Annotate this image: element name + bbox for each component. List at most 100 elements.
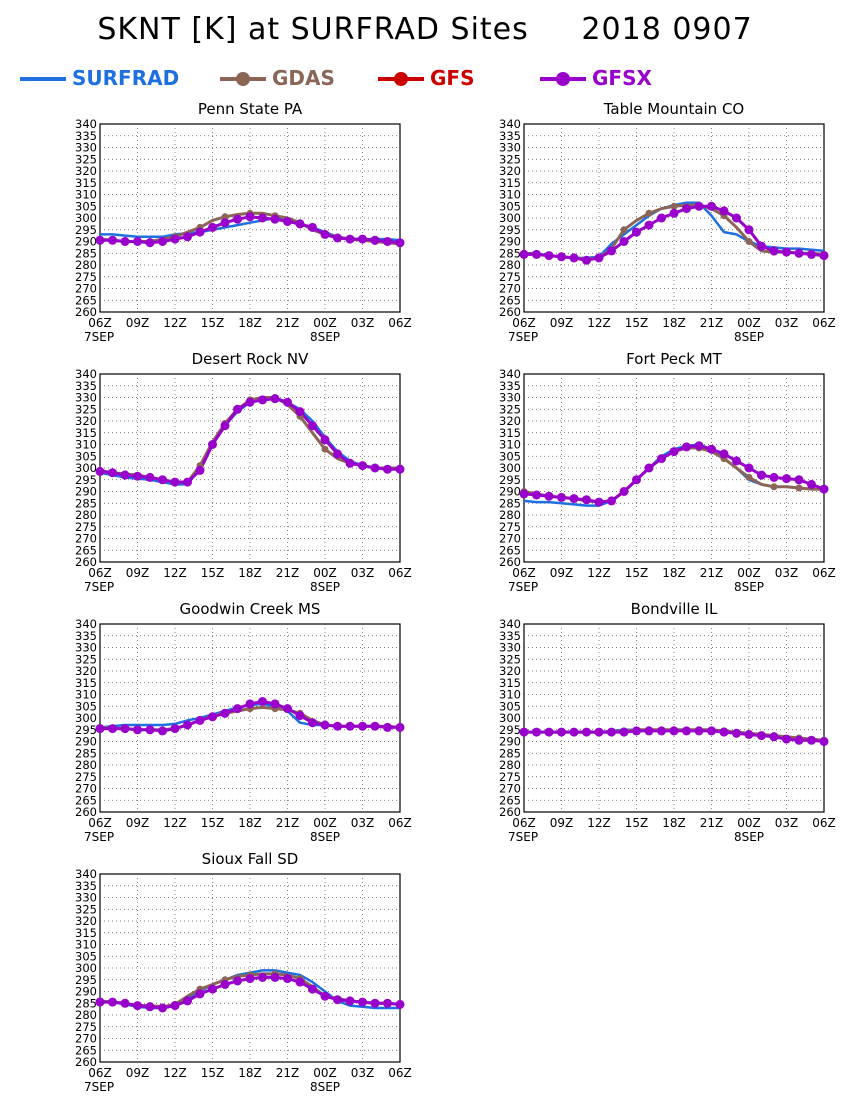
y-tick-label: 280 bbox=[75, 258, 97, 272]
data-point-gfsx bbox=[258, 213, 267, 223]
data-point-gfsx bbox=[594, 253, 604, 263]
y-tick-label: 315 bbox=[499, 676, 521, 690]
data-point-gfsx bbox=[769, 732, 779, 742]
x-tick-label: 03Z bbox=[351, 1066, 375, 1080]
data-point-gfsx bbox=[782, 474, 791, 484]
data-point-gfsx bbox=[220, 980, 230, 989]
data-point-gdas bbox=[795, 484, 803, 492]
y-tick-label: 260 bbox=[75, 555, 97, 569]
y-tick-label: 295 bbox=[75, 973, 97, 987]
data-point-gfsx bbox=[707, 444, 716, 454]
data-point-gfsx bbox=[320, 720, 330, 730]
x-tick-label: 06Z bbox=[388, 816, 412, 830]
data-point-gfsx bbox=[782, 247, 791, 257]
data-point-gfsx bbox=[95, 997, 105, 1007]
y-tick-label: 305 bbox=[75, 949, 97, 963]
data-point-gfsx bbox=[158, 237, 167, 246]
data-point-gfsx bbox=[120, 998, 130, 1008]
x-tick-label: 06Z bbox=[388, 1066, 412, 1080]
y-tick-label: 335 bbox=[75, 629, 97, 643]
x-tick-label: 09Z bbox=[126, 316, 150, 330]
data-point-gfsx bbox=[732, 728, 741, 738]
data-point-gfsx bbox=[270, 972, 280, 982]
panel: Bondville IL2602652702752802852902953003… bbox=[499, 600, 836, 844]
y-tick-label: 280 bbox=[499, 508, 521, 522]
data-point-gfsx bbox=[233, 704, 242, 714]
y-tick-label: 270 bbox=[75, 782, 97, 796]
y-tick-label: 265 bbox=[75, 543, 97, 557]
data-point-gfsx bbox=[383, 237, 392, 246]
x-date-label: 8SEP bbox=[310, 1080, 340, 1094]
data-point-gfsx bbox=[619, 237, 629, 246]
legend-swatch bbox=[220, 72, 266, 86]
data-point-gfsx bbox=[245, 212, 255, 222]
data-point-gfsx bbox=[370, 235, 380, 245]
y-tick-label: 275 bbox=[75, 1020, 97, 1034]
y-tick-label: 295 bbox=[75, 723, 97, 737]
y-tick-label: 320 bbox=[499, 414, 521, 428]
y-tick-label: 335 bbox=[499, 629, 521, 643]
panel: Sioux Fall SD 260265270275280285290295300… bbox=[75, 850, 412, 1094]
data-point-gfsx bbox=[295, 711, 305, 721]
y-tick-label: 300 bbox=[75, 211, 97, 225]
y-tick-label: 300 bbox=[75, 461, 97, 475]
x-tick-label: 21Z bbox=[276, 566, 300, 580]
y-tick-label: 330 bbox=[75, 641, 97, 655]
x-date-label: 8SEP bbox=[310, 580, 340, 594]
data-point-gfsx bbox=[794, 735, 804, 745]
data-point-gfsx bbox=[120, 724, 130, 734]
y-tick-label: 315 bbox=[499, 176, 521, 190]
data-point-gfsx bbox=[120, 237, 130, 246]
data-point-gfsx bbox=[295, 407, 305, 417]
data-point-gfsx bbox=[345, 458, 355, 468]
data-point-gfsx bbox=[582, 727, 591, 737]
data-point-gfsx bbox=[308, 984, 317, 994]
data-point-gfsx bbox=[320, 229, 330, 239]
x-tick-label: 18Z bbox=[238, 566, 262, 580]
data-point-gdas bbox=[221, 213, 229, 221]
y-tick-label: 335 bbox=[499, 379, 521, 393]
data-point-gfsx bbox=[582, 255, 591, 265]
y-tick-label: 315 bbox=[75, 426, 97, 440]
data-point-gfsx bbox=[532, 727, 541, 737]
x-tick-label: 18Z bbox=[662, 316, 686, 330]
data-point-gfsx bbox=[744, 225, 754, 235]
y-tick-label: 320 bbox=[75, 414, 97, 428]
data-point-gfsx bbox=[358, 461, 367, 471]
y-tick-label: 270 bbox=[499, 532, 521, 546]
data-point-gfsx bbox=[233, 214, 242, 224]
x-date-label: 8SEP bbox=[734, 330, 764, 344]
data-point-gfsx bbox=[395, 999, 405, 1009]
y-tick-label: 340 bbox=[75, 617, 97, 631]
data-point-gfsx bbox=[283, 974, 292, 984]
data-point-gfsx bbox=[258, 697, 267, 706]
y-tick-label: 300 bbox=[75, 711, 97, 725]
x-tick-label: 03Z bbox=[775, 816, 799, 830]
data-point-gfsx bbox=[145, 725, 155, 735]
y-tick-label: 310 bbox=[75, 688, 97, 702]
x-tick-label: 18Z bbox=[238, 316, 262, 330]
x-tick-label: 06Z bbox=[812, 566, 836, 580]
data-point-gdas bbox=[670, 202, 678, 210]
y-tick-label: 300 bbox=[75, 961, 97, 975]
y-tick-label: 265 bbox=[499, 543, 521, 557]
x-date-label: 8SEP bbox=[310, 330, 340, 344]
data-point-gfsx bbox=[707, 201, 716, 211]
x-tick-label: 06Z bbox=[812, 816, 836, 830]
data-point-gfsx bbox=[757, 470, 766, 480]
data-point-gfsx bbox=[133, 725, 142, 735]
y-tick-label: 320 bbox=[75, 164, 97, 178]
legend-swatch bbox=[378, 72, 424, 86]
data-point-gfsx bbox=[694, 441, 704, 451]
y-tick-label: 300 bbox=[499, 711, 521, 725]
data-point-gfsx bbox=[133, 1001, 142, 1011]
x-tick-label: 21Z bbox=[700, 816, 724, 830]
y-tick-label: 260 bbox=[499, 305, 521, 319]
y-tick-label: 295 bbox=[499, 723, 521, 737]
y-tick-label: 320 bbox=[499, 664, 521, 678]
data-point-gdas bbox=[770, 483, 778, 491]
data-point-gfsx bbox=[245, 397, 255, 407]
y-tick-label: 270 bbox=[499, 282, 521, 296]
data-point-gfsx bbox=[133, 237, 142, 246]
y-tick-label: 295 bbox=[499, 223, 521, 237]
